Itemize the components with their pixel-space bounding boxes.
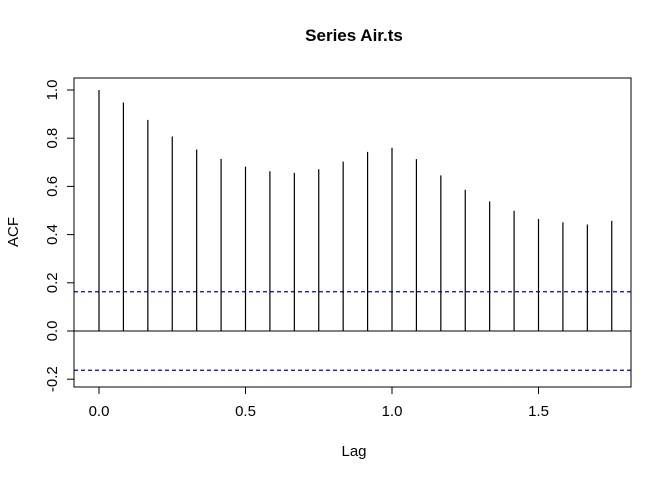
y-tick-label: 0.0 bbox=[44, 321, 61, 342]
x-axis: 0.0 0.5 1.0 1.5 bbox=[89, 386, 549, 420]
x-tick-label: 0.0 bbox=[89, 403, 110, 420]
y-tick-label: 0.2 bbox=[44, 272, 61, 293]
x-tick-label: 1.5 bbox=[528, 403, 549, 420]
y-tick-label: 0.8 bbox=[44, 128, 61, 149]
x-tick-label: 1.0 bbox=[382, 403, 403, 420]
plot-frame bbox=[73, 77, 632, 388]
y-tick-label: -0.2 bbox=[44, 366, 61, 392]
y-tick-label: 0.4 bbox=[44, 224, 61, 245]
x-tick-label: 0.5 bbox=[235, 403, 256, 420]
y-tick-label: 0.6 bbox=[44, 176, 61, 197]
acf-spikes bbox=[98, 90, 613, 331]
chart-title: Series Air.ts bbox=[305, 26, 403, 45]
x-axis-label: Lag bbox=[341, 443, 366, 460]
y-axis: -0.2 0.0 0.2 0.4 0.6 0.8 1.0 bbox=[44, 80, 75, 392]
y-axis-label: ACF bbox=[5, 217, 22, 247]
y-tick-label: 1.0 bbox=[44, 80, 61, 101]
